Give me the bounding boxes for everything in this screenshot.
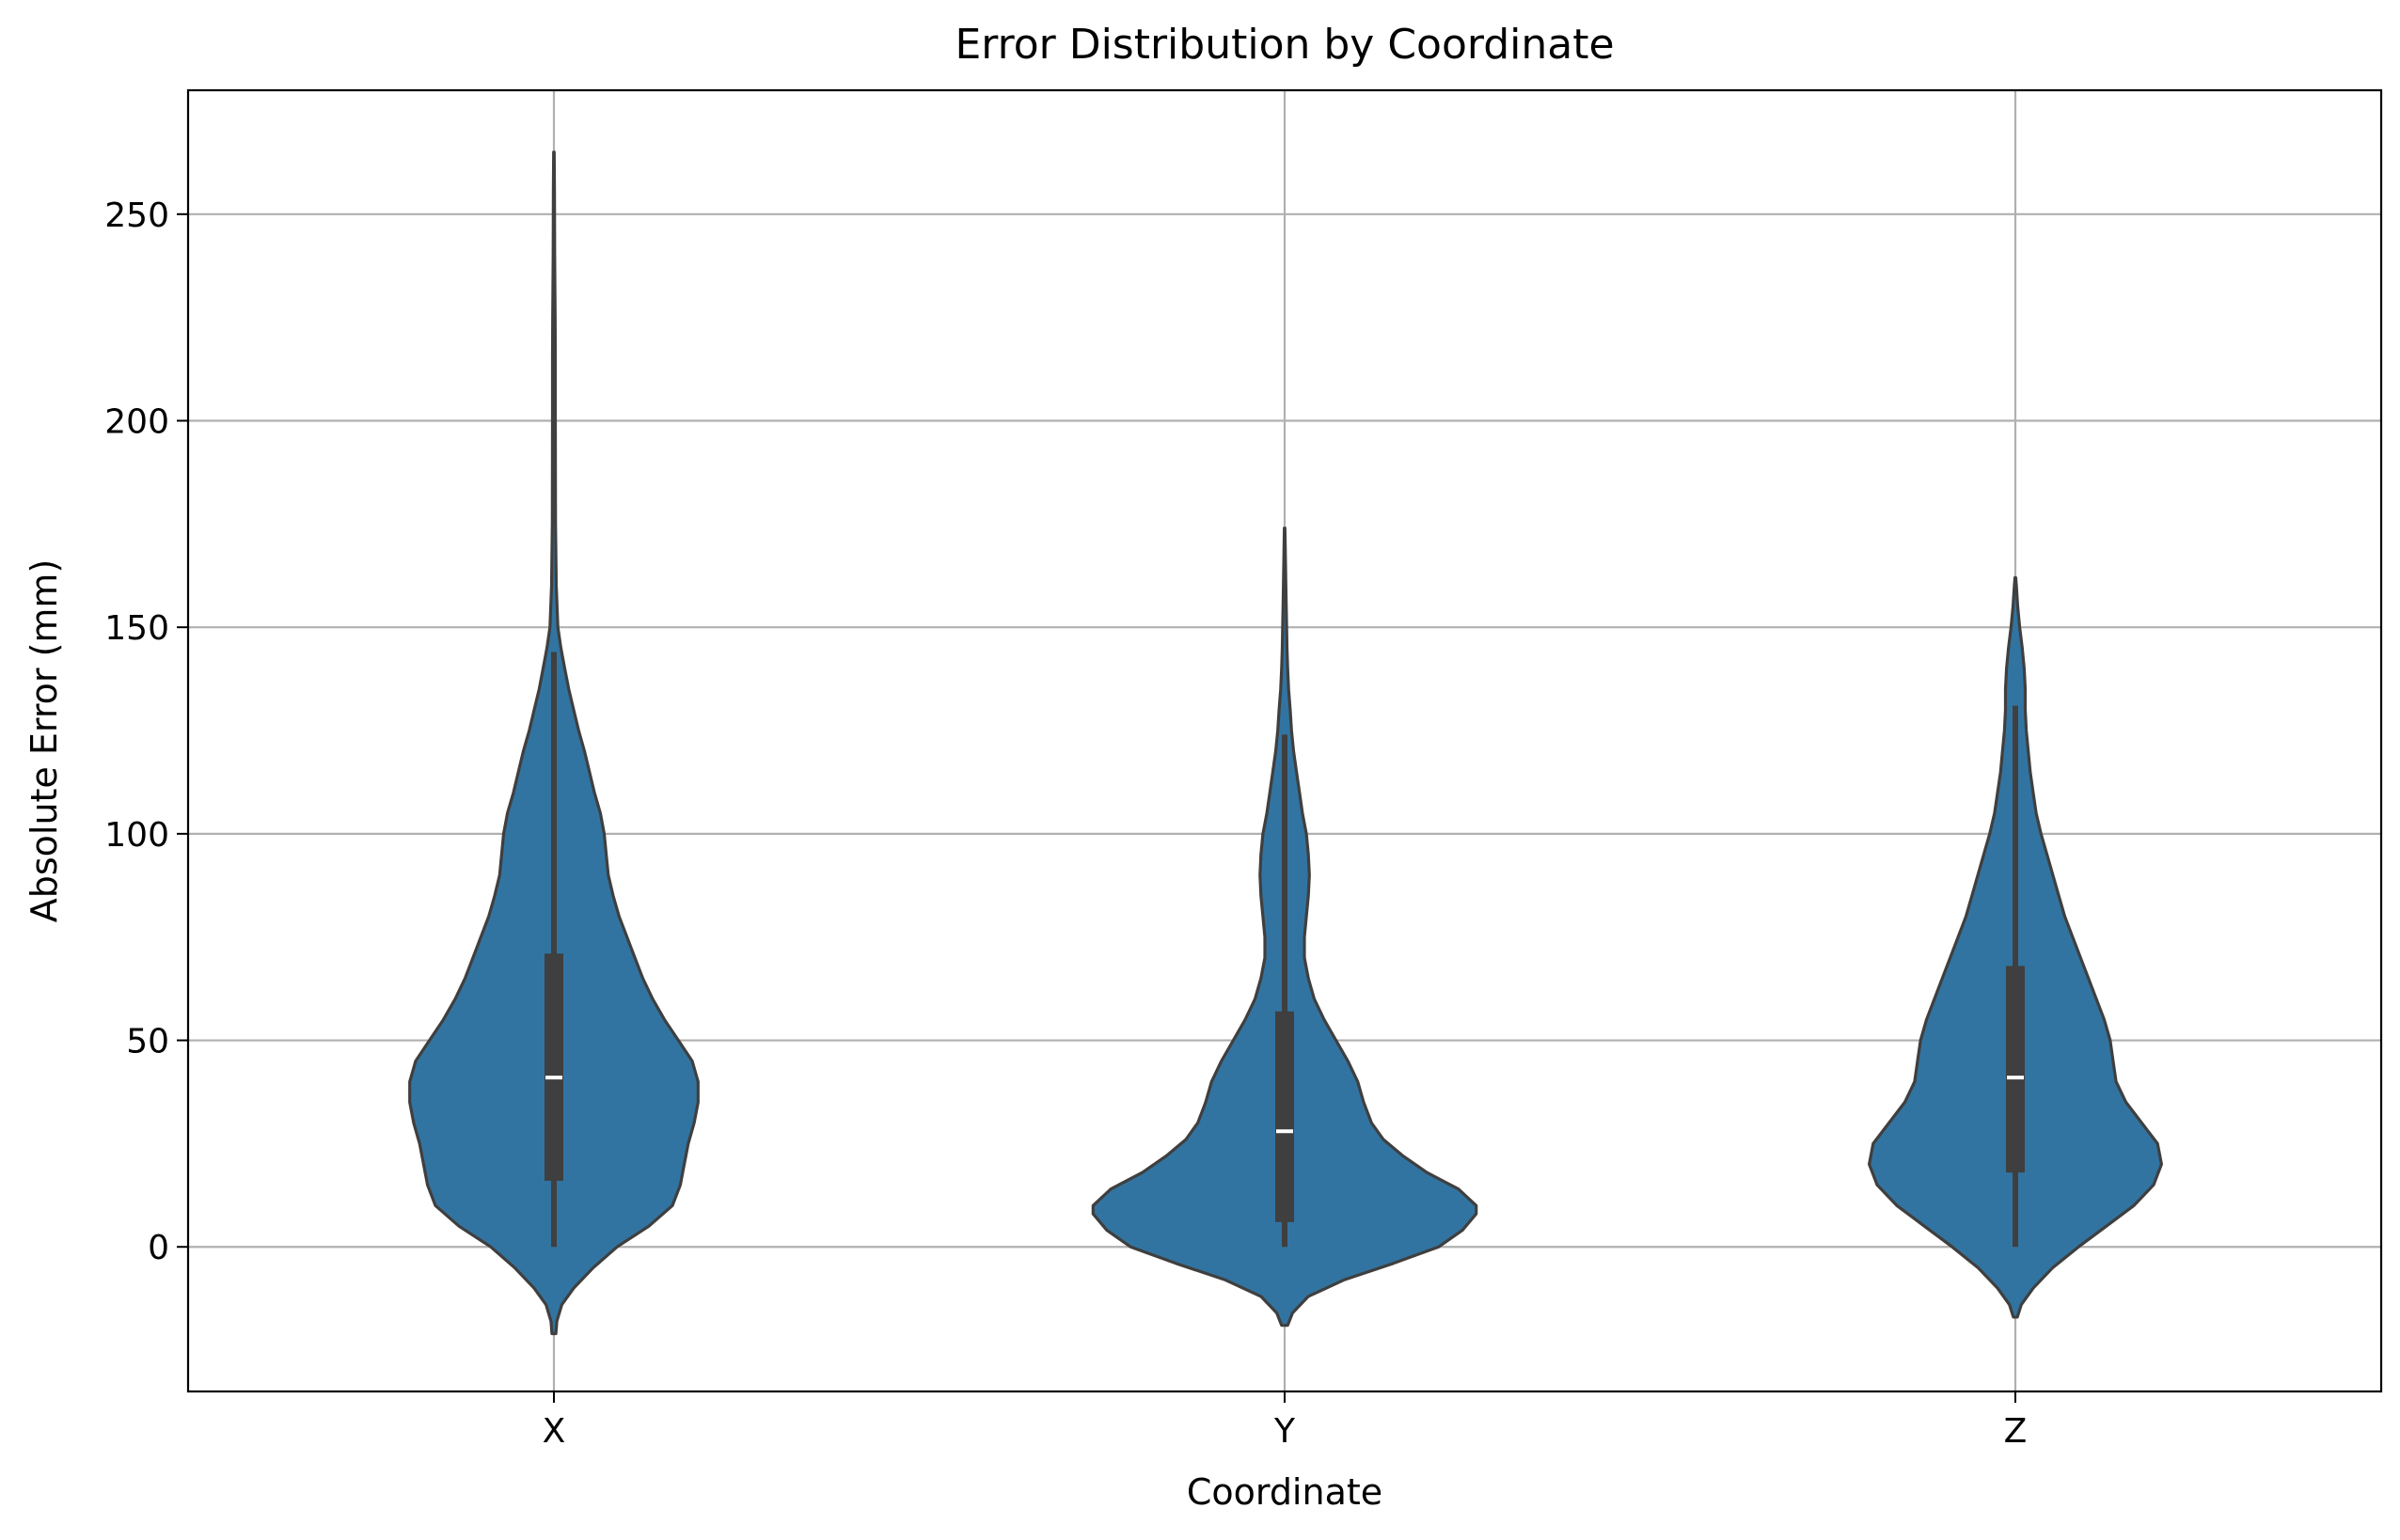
iqr-box: [2006, 966, 2025, 1173]
violin-z: [1868, 575, 2163, 1319]
iqr-box: [545, 953, 563, 1181]
violin-y: [1091, 526, 1478, 1328]
y-tick-label: 0: [148, 1229, 169, 1267]
y-tick-label: 150: [104, 609, 169, 648]
iqr-box: [1275, 1011, 1294, 1222]
chart-title: Error Distribution by Coordinate: [955, 21, 1614, 69]
y-axis: 0 50 100 150 200 250: [104, 196, 188, 1267]
y-tick-label: 250: [104, 196, 169, 235]
x-tick-label: X: [543, 1412, 566, 1451]
x-axis-label: Coordinate: [1187, 1471, 1382, 1513]
y-tick-label: 50: [126, 1023, 169, 1061]
y-axis-label: Absolute Error (mm): [24, 559, 65, 923]
x-tick-label: Y: [1273, 1412, 1296, 1451]
violin-x: [408, 150, 700, 1336]
violins: [408, 150, 2163, 1336]
y-tick-label: 200: [104, 402, 169, 441]
y-tick-label: 100: [104, 816, 169, 855]
x-axis: X Y Z: [543, 1391, 2028, 1451]
x-tick-label: Z: [2004, 1412, 2028, 1451]
